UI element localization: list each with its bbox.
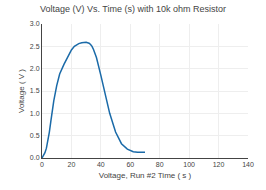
svg-text:0.5: 0.5 bbox=[30, 132, 40, 139]
svg-text:2.0: 2.0 bbox=[30, 65, 40, 72]
svg-text:40: 40 bbox=[97, 161, 105, 168]
svg-text:Voltage, Run #2 Time ( s ): Voltage, Run #2 Time ( s ) bbox=[99, 171, 192, 180]
svg-text:120: 120 bbox=[213, 161, 225, 168]
svg-text:3.0: 3.0 bbox=[30, 20, 40, 27]
svg-text:20: 20 bbox=[68, 161, 76, 168]
svg-text:80: 80 bbox=[156, 161, 164, 168]
svg-text:60: 60 bbox=[126, 161, 134, 168]
svg-text:1.5: 1.5 bbox=[30, 87, 40, 94]
svg-text:0: 0 bbox=[40, 161, 44, 168]
svg-text:100: 100 bbox=[183, 161, 195, 168]
svg-text:2.5: 2.5 bbox=[30, 43, 40, 50]
svg-text:Voltage (V) Vs. Time (s) with: Voltage (V) Vs. Time (s) with 10k ohm Re… bbox=[40, 4, 226, 14]
svg-text:1.0: 1.0 bbox=[30, 110, 40, 117]
svg-text:0.0: 0.0 bbox=[30, 154, 40, 161]
svg-text:Voltage ( V ): Voltage ( V ) bbox=[17, 69, 26, 113]
svg-text:140: 140 bbox=[242, 161, 254, 168]
